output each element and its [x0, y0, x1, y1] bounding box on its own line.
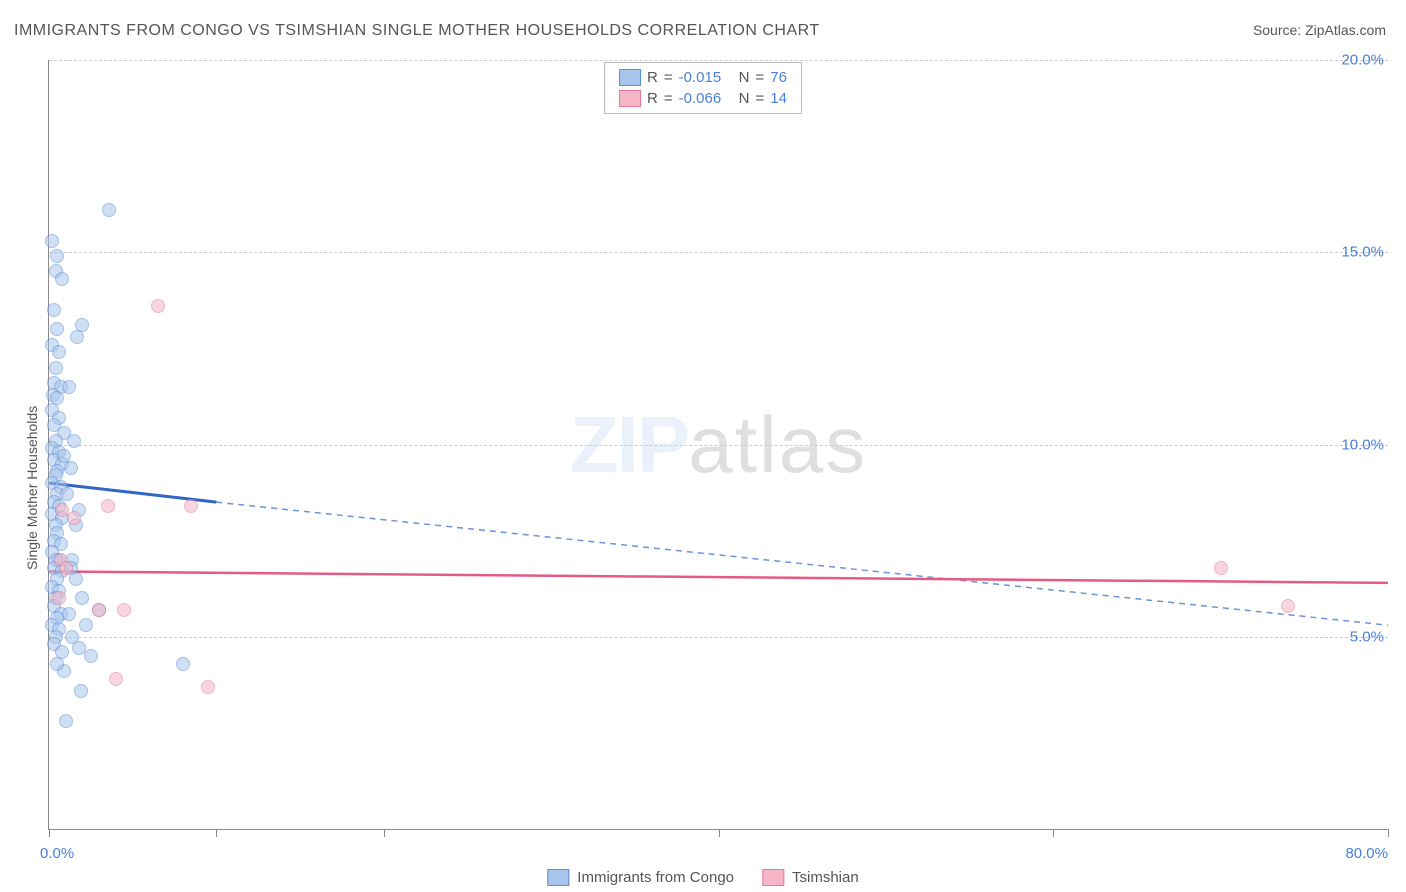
data-point: [176, 657, 190, 671]
data-point: [1281, 599, 1295, 613]
y-axis-label: Single Mother Households: [24, 406, 40, 570]
y-tick-label: 20.0%: [1341, 52, 1384, 69]
data-point: [50, 322, 64, 336]
data-point: [67, 511, 81, 525]
data-point: [75, 591, 89, 605]
data-point: [184, 499, 198, 513]
source-attribution: Source: ZipAtlas.com: [1253, 22, 1386, 38]
data-point: [57, 449, 71, 463]
series-legend: Immigrants from Congo Tsimshian: [547, 869, 858, 886]
data-point: [79, 618, 93, 632]
data-point: [101, 499, 115, 513]
data-point: [45, 234, 59, 248]
r-value-2: -0.066: [679, 90, 733, 107]
legend-row-2: R = -0.066 N = 14: [619, 88, 787, 109]
data-point: [59, 714, 73, 728]
swatch-series-2: [619, 90, 641, 107]
data-point: [49, 361, 63, 375]
data-point: [50, 249, 64, 263]
n-label: N: [739, 69, 750, 86]
data-point: [55, 272, 69, 286]
data-point: [52, 345, 66, 359]
r-label: R: [647, 90, 658, 107]
x-tick-label-max: 80.0%: [1345, 845, 1388, 862]
x-tick-label-min: 0.0%: [40, 845, 74, 862]
data-point: [102, 203, 116, 217]
swatch-series-1: [619, 69, 641, 86]
data-point: [74, 684, 88, 698]
eq-sign: =: [756, 69, 765, 86]
r-value-1: -0.015: [679, 69, 733, 86]
eq-sign: =: [756, 90, 765, 107]
data-point: [151, 299, 165, 313]
swatch-series-2: [762, 869, 784, 886]
data-point: [67, 434, 81, 448]
source-link[interactable]: ZipAtlas.com: [1305, 22, 1386, 38]
chart-title: IMMIGRANTS FROM CONGO VS TSIMSHIAN SINGL…: [14, 22, 820, 40]
n-value-1: 76: [770, 69, 787, 86]
chart-container: IMMIGRANTS FROM CONGO VS TSIMSHIAN SINGL…: [0, 0, 1406, 892]
eq-sign: =: [664, 90, 673, 107]
eq-sign: =: [664, 69, 673, 86]
correlation-legend: R = -0.015 N = 76 R = -0.066 N = 14: [604, 62, 802, 114]
plot-area: ZIPatlas: [48, 60, 1388, 830]
source-prefix: Source:: [1253, 22, 1301, 38]
data-point: [59, 561, 73, 575]
data-point: [60, 487, 74, 501]
data-point: [52, 591, 66, 605]
data-point: [1214, 561, 1228, 575]
data-point: [50, 657, 64, 671]
n-label: N: [739, 90, 750, 107]
r-label: R: [647, 69, 658, 86]
n-value-2: 14: [770, 90, 787, 107]
swatch-series-1: [547, 869, 569, 886]
data-point: [47, 303, 61, 317]
data-point: [201, 680, 215, 694]
data-point: [109, 672, 123, 686]
data-point: [92, 603, 106, 617]
data-point: [84, 649, 98, 663]
legend-row-1: R = -0.015 N = 76: [619, 67, 787, 88]
data-point: [62, 380, 76, 394]
legend-item-2: Tsimshian: [762, 869, 859, 886]
legend-item-1: Immigrants from Congo: [547, 869, 734, 886]
y-tick-label: 5.0%: [1350, 628, 1384, 645]
y-tick-label: 15.0%: [1341, 244, 1384, 261]
data-point: [70, 330, 84, 344]
legend-label-2: Tsimshian: [792, 869, 859, 886]
data-point: [62, 607, 76, 621]
data-point: [117, 603, 131, 617]
legend-label-1: Immigrants from Congo: [577, 869, 734, 886]
y-tick-label: 10.0%: [1341, 436, 1384, 453]
